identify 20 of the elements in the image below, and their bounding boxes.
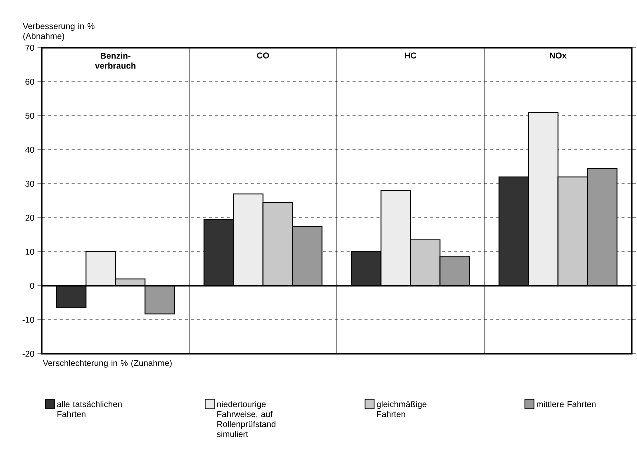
legend-label: alle tatsächlichen Fahrten	[57, 401, 122, 418]
y-tick-label: -10	[22, 317, 34, 323]
y-tick-label: 40	[25, 147, 34, 153]
legend-label: mittlere Fahrten	[537, 401, 596, 408]
y-tick-label: 20	[26, 215, 34, 221]
legend-label: gleichmäßige Fahrten	[377, 401, 427, 418]
y-tick-label: 50	[26, 113, 34, 119]
y-tick-label: 70	[26, 45, 34, 51]
x-tick-label: NOx	[550, 52, 567, 59]
y-tick-label: 0	[30, 283, 34, 289]
text: Verschlechterung in % (Zunahme)	[43, 360, 172, 368]
y-axis-title: Verbesserung in % (Abnahme)	[23, 23, 95, 41]
y-tick-label: 60	[26, 79, 34, 85]
x-tick-label: CO	[257, 52, 270, 59]
y-tick-label: 30	[26, 181, 34, 187]
x-tick-label: HC	[405, 52, 417, 59]
x-tick-label: Benzin- verbrauch	[95, 52, 136, 69]
y-tick-label: -20	[22, 351, 34, 357]
legend-label: niedertourige Fahrweise, auf Rollenprüfstand simuliert	[217, 401, 276, 438]
y-tick-label: 10	[26, 249, 34, 255]
